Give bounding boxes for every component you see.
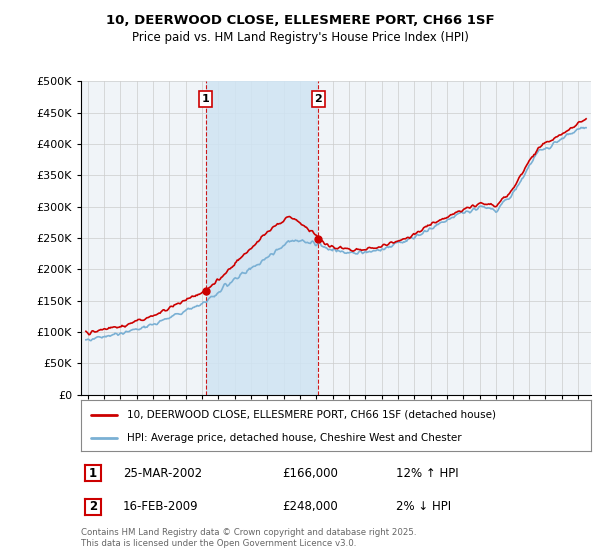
Text: 25-MAR-2002: 25-MAR-2002 (123, 466, 202, 480)
Text: £166,000: £166,000 (282, 466, 338, 480)
Bar (206, 81, 319, 395)
Text: 16-FEB-2009: 16-FEB-2009 (123, 500, 199, 514)
Text: HPI: Average price, detached house, Cheshire West and Chester: HPI: Average price, detached house, Ches… (127, 433, 461, 443)
Text: 1: 1 (89, 466, 97, 480)
Text: Price paid vs. HM Land Registry's House Price Index (HPI): Price paid vs. HM Land Registry's House … (131, 31, 469, 44)
Text: 2: 2 (89, 500, 97, 514)
Text: Contains HM Land Registry data © Crown copyright and database right 2025.
This d: Contains HM Land Registry data © Crown c… (81, 528, 416, 548)
Text: 10, DEERWOOD CLOSE, ELLESMERE PORT, CH66 1SF: 10, DEERWOOD CLOSE, ELLESMERE PORT, CH66… (106, 14, 494, 27)
Text: 1: 1 (202, 94, 209, 104)
Text: 2: 2 (314, 94, 322, 104)
Text: £248,000: £248,000 (282, 500, 338, 514)
Text: 2% ↓ HPI: 2% ↓ HPI (396, 500, 451, 514)
Text: 12% ↑ HPI: 12% ↑ HPI (396, 466, 458, 480)
Text: 10, DEERWOOD CLOSE, ELLESMERE PORT, CH66 1SF (detached house): 10, DEERWOOD CLOSE, ELLESMERE PORT, CH66… (127, 409, 496, 419)
